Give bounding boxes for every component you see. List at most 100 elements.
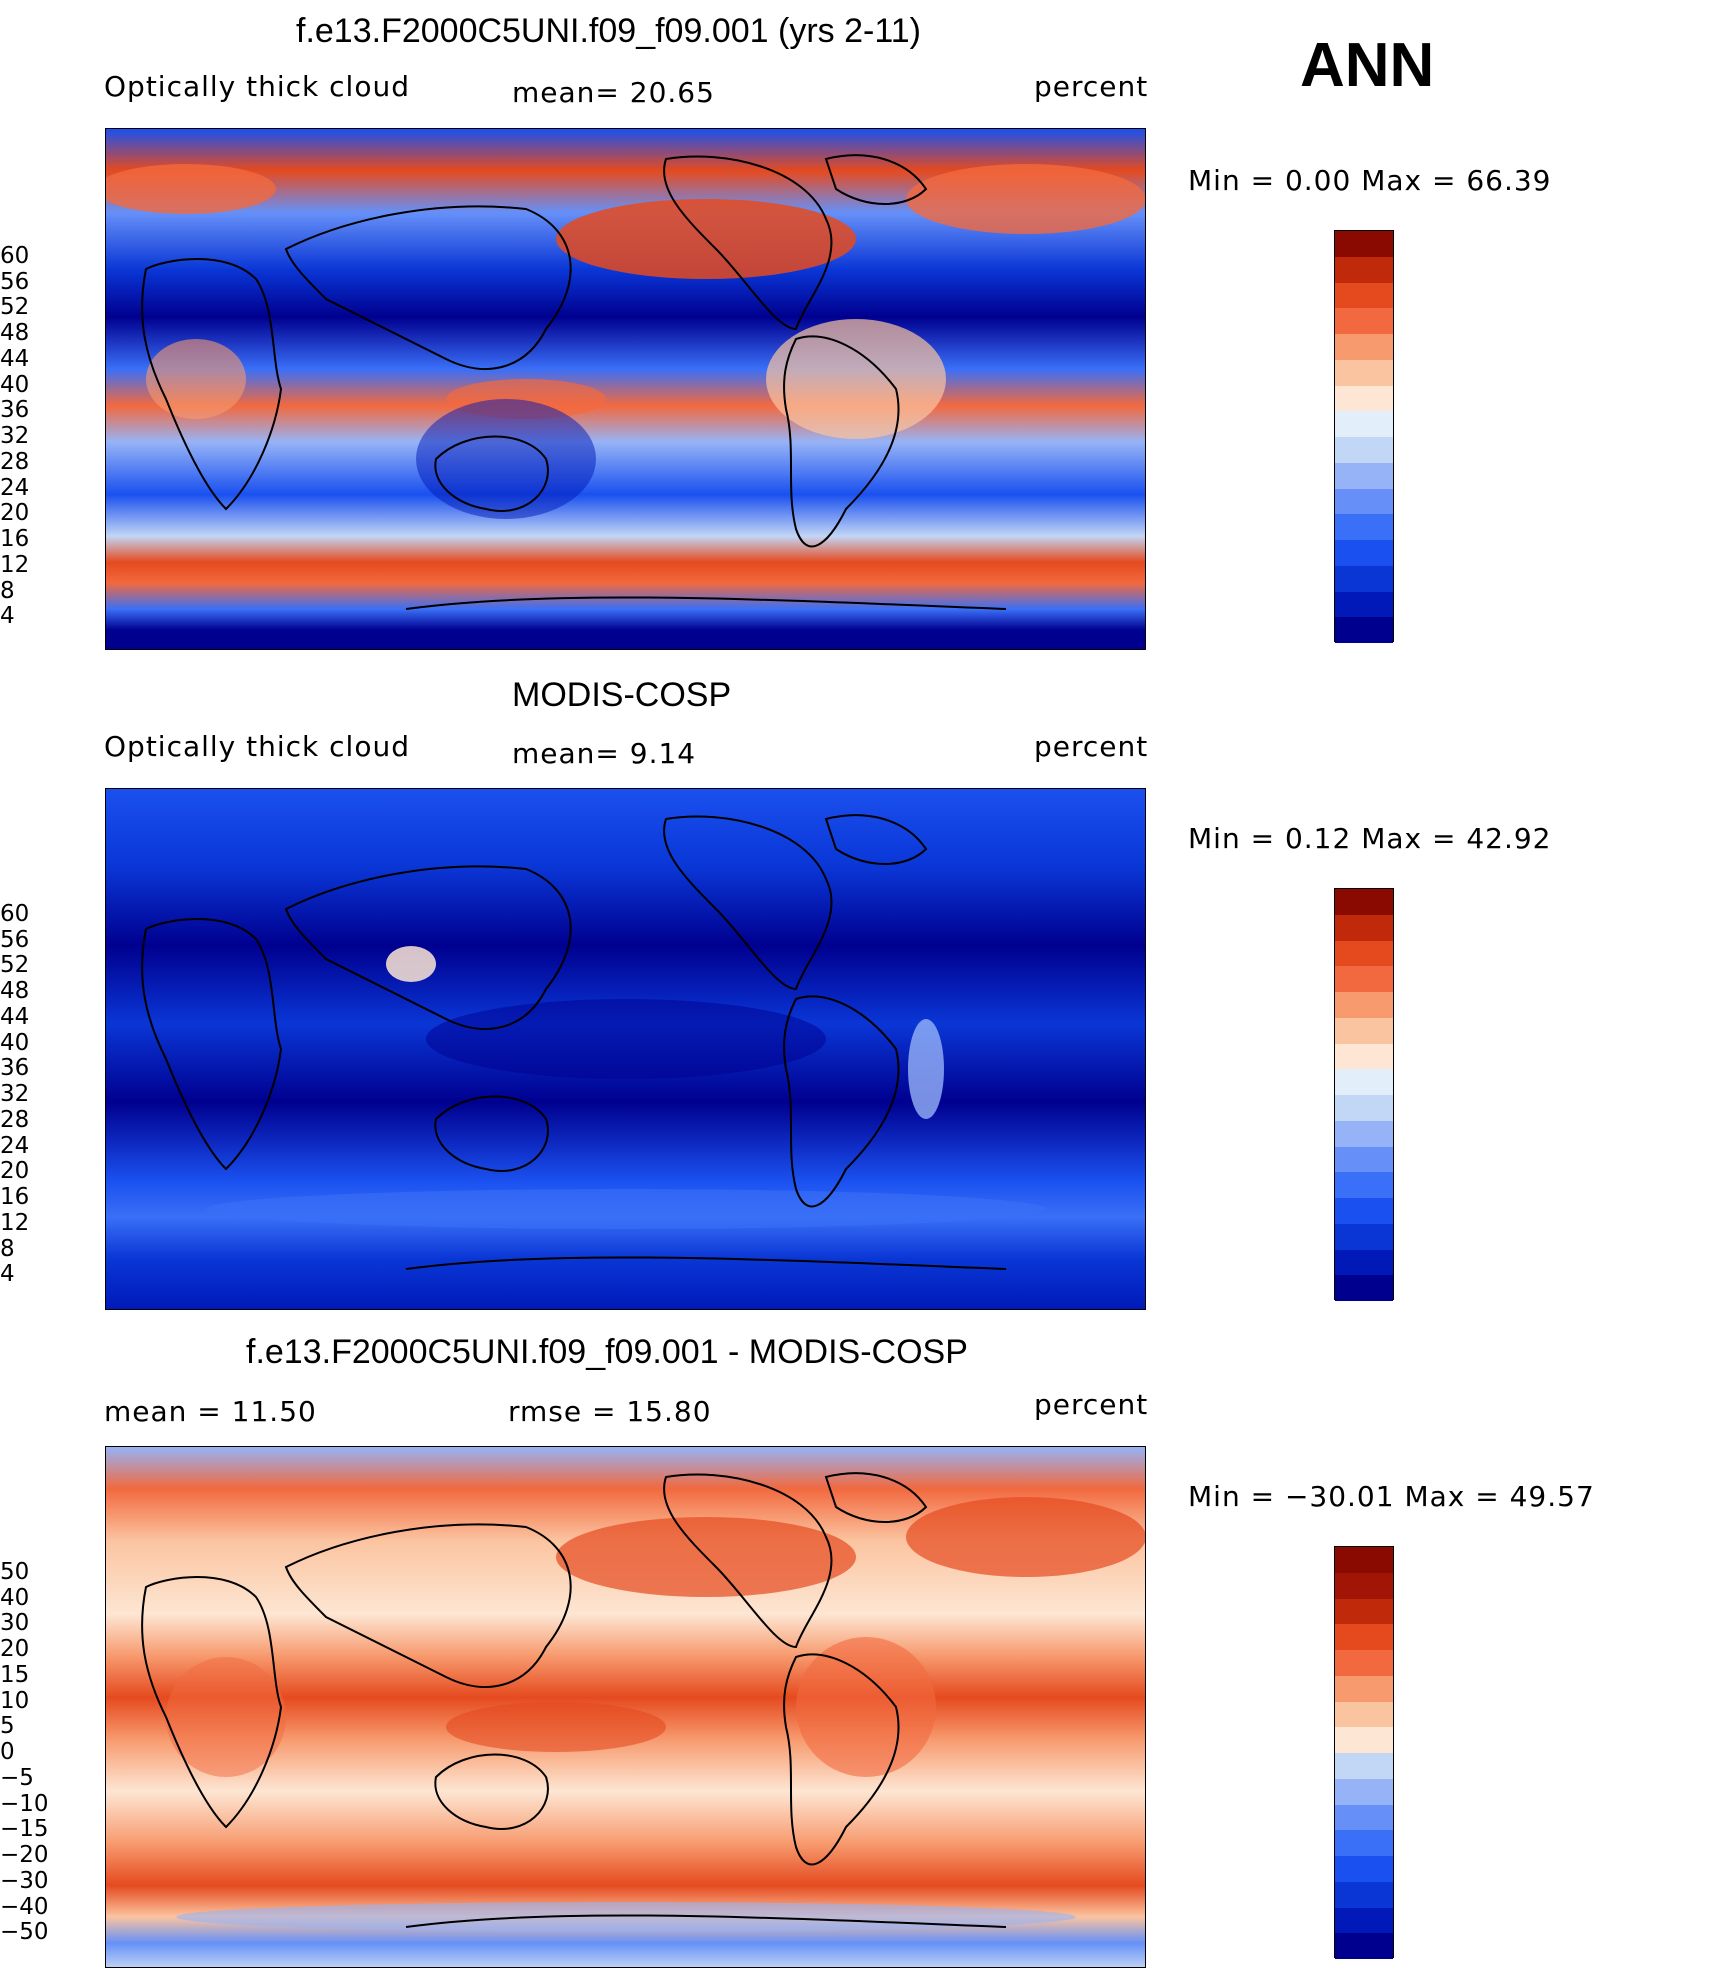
colorbar-tick-label: 40 [0, 1029, 30, 1056]
colorbar-segment [1335, 1778, 1393, 1805]
colorbar-tick-label: 36 [0, 1055, 30, 1082]
colorbar-segment [1335, 488, 1393, 515]
panel-3-units-label: percent [1034, 1388, 1149, 1421]
colorbar-tick-label: 20 [0, 1636, 30, 1662]
colorbar-tick-label: −40 [0, 1893, 49, 1920]
colorbar-segment [1335, 1572, 1393, 1599]
colorbar-tick-label: 8 [0, 1235, 15, 1262]
panel-2-field [106, 789, 1145, 1309]
colorbar-segment [1335, 282, 1393, 309]
colorbar-segment [1335, 1856, 1393, 1882]
panel-1-title: f.e13.F2000C5UNI.f09_f09.001 (yrs 2-11) [296, 12, 921, 50]
panel-1-units-label: percent [1034, 70, 1149, 103]
colorbar-tick-label: 40 [0, 371, 30, 398]
colorbar-tick-label: 4 [0, 603, 15, 630]
colorbar-segment [1335, 1043, 1393, 1070]
colorbar-segment [1335, 1598, 1393, 1625]
colorbar-segment [1335, 231, 1393, 257]
colorbar-tick-label: 16 [0, 526, 30, 552]
panel-1-map [105, 128, 1146, 650]
colorbar-tick-label: 16 [0, 1184, 30, 1210]
panel-1-mean-label: mean= 20.65 [512, 76, 715, 109]
colorbar-segment [1335, 1727, 1393, 1753]
colorbar-segment [1335, 1907, 1393, 1934]
colorbar-segment [1335, 1223, 1393, 1250]
panel-3-colorbar [1334, 1546, 1394, 1959]
colorbar-tick-label: 24 [0, 474, 30, 501]
colorbar-tick-label: 60 [0, 242, 30, 269]
colorbar-tick-label: 48 [0, 320, 30, 346]
colorbar-segment [1335, 437, 1393, 463]
colorbar-tick-label: −15 [0, 1816, 49, 1843]
colorbar-tick-label: 4 [0, 1261, 15, 1288]
colorbar-segment [1335, 1172, 1393, 1198]
colorbar-segment [1335, 966, 1393, 992]
colorbar-segment [1335, 617, 1393, 643]
colorbar-tick-label: 44 [0, 345, 30, 372]
panel-2-minmax: Min = 0.12 Max = 42.92 [1188, 822, 1552, 855]
colorbar-segment [1335, 889, 1393, 915]
colorbar-segment [1335, 591, 1393, 618]
colorbar-segment [1335, 1275, 1393, 1301]
colorbar-segment [1335, 1753, 1393, 1779]
colorbar-tick-label: 15 [0, 1661, 30, 1688]
colorbar-tick-label: 20 [0, 1158, 30, 1185]
colorbar-segment [1335, 940, 1393, 967]
colorbar-segment [1335, 411, 1393, 437]
panel-1-minmax: Min = 0.00 Max = 66.39 [1188, 164, 1552, 197]
panel-3-title: f.e13.F2000C5UNI.f09_f09.001 - MODIS-COS… [246, 1333, 968, 1371]
colorbar-segment [1335, 1120, 1393, 1147]
colorbar-tick-label: 10 [0, 1687, 30, 1714]
panel-1-colorbar [1334, 230, 1394, 643]
panel-3-mean-label: mean = 11.50 [104, 1395, 317, 1428]
colorbar-tick-label: 32 [0, 1081, 30, 1107]
panel-2-mean-label: mean= 9.14 [512, 737, 697, 770]
colorbar-tick-label: 5 [0, 1713, 15, 1740]
colorbar-tick-label: 8 [0, 577, 15, 604]
panel-3-minmax: Min = −30.01 Max = 49.57 [1188, 1480, 1595, 1513]
colorbar-tick-label: 48 [0, 978, 30, 1004]
colorbar-tick-label: 20 [0, 500, 30, 527]
colorbar-segment [1335, 565, 1393, 592]
colorbar-segment [1335, 1198, 1393, 1224]
colorbar-segment [1335, 1830, 1393, 1856]
colorbar-tick-label: 36 [0, 397, 30, 424]
colorbar-tick-label: 28 [0, 1106, 30, 1133]
colorbar-tick-label: 32 [0, 423, 30, 449]
colorbar-tick-label: −5 [0, 1764, 34, 1791]
panel-2-units-label: percent [1034, 730, 1149, 763]
colorbar-tick-label: 12 [0, 551, 30, 578]
panel-2-variable-label: Optically thick cloud [104, 730, 410, 763]
panel-1-field [106, 129, 1145, 649]
colorbar-segment [1335, 1547, 1393, 1573]
colorbar-tick-label: 56 [0, 268, 30, 295]
colorbar-segment [1335, 1650, 1393, 1676]
colorbar-segment [1335, 256, 1393, 283]
panel-2-map [105, 788, 1146, 1310]
colorbar-segment [1335, 1804, 1393, 1831]
season-label: ANN [1300, 31, 1435, 100]
colorbar-tick-label: 0 [0, 1739, 15, 1765]
colorbar-segment [1335, 334, 1393, 360]
colorbar-tick-label: −30 [0, 1867, 49, 1894]
panel-3-field [106, 1447, 1145, 1967]
colorbar-segment [1335, 1249, 1393, 1276]
panel-2-title: MODIS-COSP [512, 676, 732, 714]
colorbar-segment [1335, 514, 1393, 540]
panel-1-variable-label: Optically thick cloud [104, 70, 410, 103]
colorbar-tick-label: 60 [0, 900, 30, 927]
colorbar-tick-label: 28 [0, 448, 30, 475]
colorbar-segment [1335, 1069, 1393, 1095]
colorbar-tick-label: 44 [0, 1003, 30, 1030]
colorbar-tick-label: 56 [0, 926, 30, 953]
colorbar-segment [1335, 1624, 1393, 1650]
colorbar-segment [1335, 1017, 1393, 1044]
colorbar-segment [1335, 914, 1393, 941]
colorbar-segment [1335, 1701, 1393, 1728]
colorbar-segment [1335, 1933, 1393, 1959]
colorbar-segment [1335, 1675, 1393, 1702]
colorbar-tick-label: 12 [0, 1209, 30, 1236]
colorbar-segment [1335, 308, 1393, 334]
colorbar-segment [1335, 385, 1393, 412]
colorbar-tick-label: −50 [0, 1919, 49, 1946]
